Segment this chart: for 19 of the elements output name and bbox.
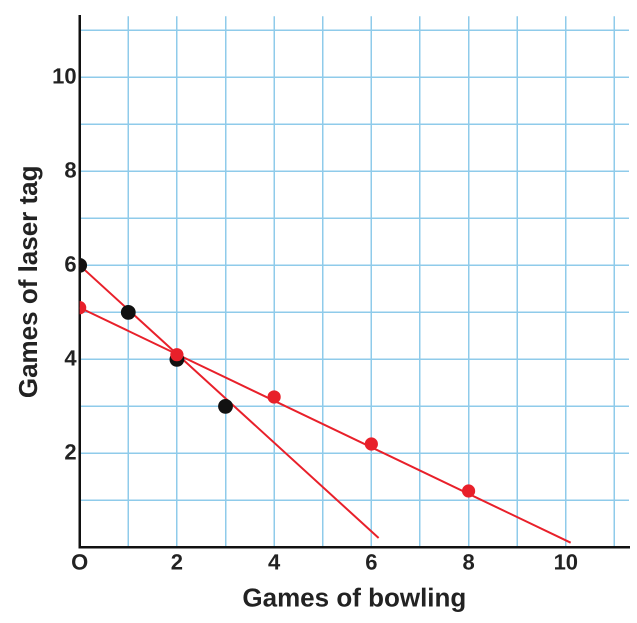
point <box>462 484 476 498</box>
x-tick-label: 2 <box>170 550 184 575</box>
y-axis-title: Games of laser tag <box>12 165 43 398</box>
y-tick-label: 2 <box>64 439 77 464</box>
y-tick-label: 10 <box>52 63 77 88</box>
point <box>218 398 233 414</box>
x-tick-label: 8 <box>462 550 475 575</box>
x-tick-label: O <box>71 550 88 575</box>
x-axis-title: Games of bowling <box>242 582 466 613</box>
point <box>120 304 136 320</box>
point <box>364 437 378 451</box>
y-tick-label: 4 <box>64 345 78 370</box>
x-tick-label: 10 <box>554 550 578 575</box>
y-tick-label: 6 <box>64 251 77 276</box>
point <box>170 348 184 362</box>
x-tick-label: 4 <box>268 550 281 575</box>
x-tick-label: 6 <box>365 550 378 575</box>
y-tick-label: 8 <box>64 157 77 182</box>
point <box>268 390 281 404</box>
